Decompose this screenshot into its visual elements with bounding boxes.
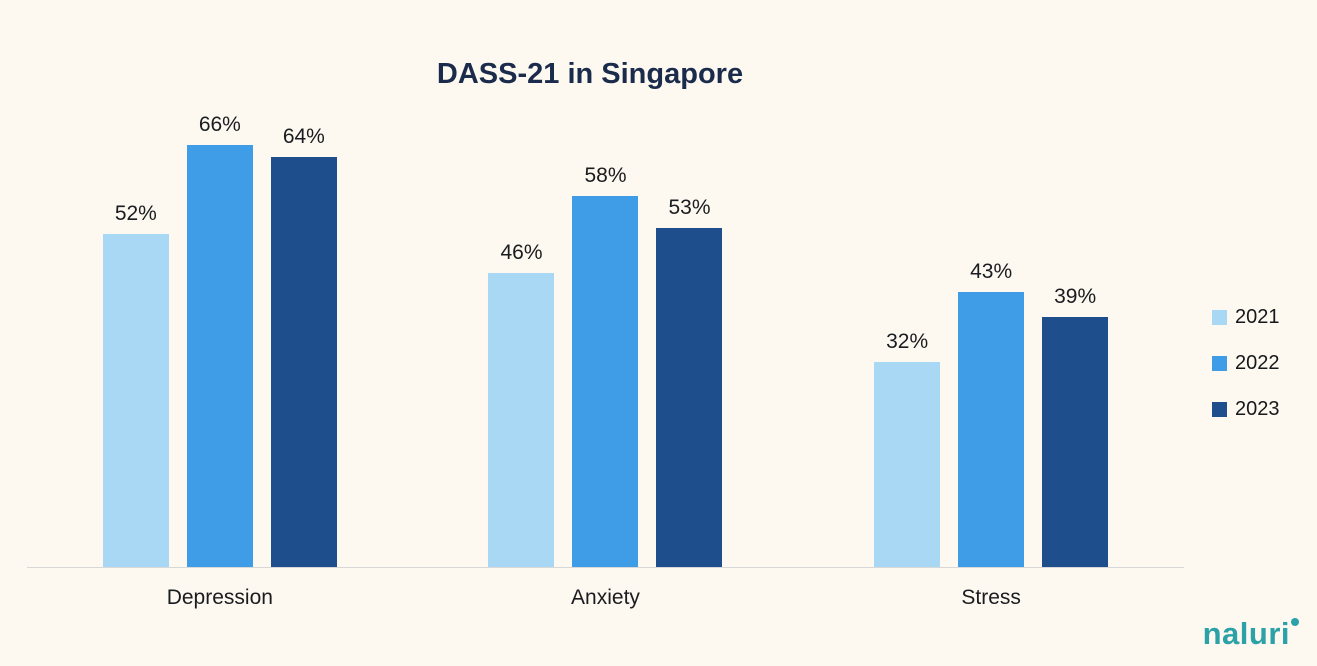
chart-title: DASS-21 in Singapore bbox=[436, 58, 744, 90]
category-label-anxiety: Anxiety bbox=[571, 586, 640, 609]
bar-group-stress: 32% 43% 39% bbox=[874, 260, 1109, 567]
bar-value-label: 53% bbox=[668, 196, 711, 219]
bar-value-label: 66% bbox=[198, 113, 241, 136]
legend-item-2022: 2022 bbox=[1212, 352, 1280, 375]
bar-anxiety-2023: 53% bbox=[656, 196, 723, 567]
bar-value-label: 32% bbox=[886, 330, 929, 353]
bar-rect bbox=[656, 228, 723, 567]
bar-rect bbox=[270, 157, 337, 567]
bar-stress-2022: 43% bbox=[958, 260, 1025, 567]
bar-value-label: 46% bbox=[500, 241, 543, 264]
bar-rect bbox=[874, 362, 941, 567]
bar-anxiety-2022: 58% bbox=[572, 164, 639, 567]
bar-depression-2021: 52% bbox=[102, 202, 169, 567]
bar-rect bbox=[488, 273, 555, 567]
bar-rect bbox=[572, 196, 639, 567]
legend-swatch-2023 bbox=[1212, 402, 1227, 417]
bar-stress-2023: 39% bbox=[1042, 285, 1109, 567]
bar-rect bbox=[102, 234, 169, 567]
legend-swatch-2021 bbox=[1212, 310, 1227, 325]
bar-depression-2022: 66% bbox=[186, 113, 253, 567]
bar-rect bbox=[186, 145, 253, 567]
bar-value-label: 58% bbox=[584, 164, 627, 187]
bar-rect bbox=[1042, 317, 1109, 567]
category-label-depression: Depression bbox=[166, 586, 273, 609]
logo-text: naluri bbox=[1202, 616, 1290, 651]
bar-rect bbox=[958, 292, 1025, 567]
category-axis: Depression Anxiety Stress bbox=[27, 586, 1184, 610]
naluri-logo: naluri bbox=[1203, 616, 1299, 652]
bar-anxiety-2021: 46% bbox=[488, 241, 555, 567]
bar-group-depression: 52% 66% 64% bbox=[102, 113, 337, 567]
bar-value-label: 39% bbox=[1054, 285, 1097, 308]
bar-value-label: 64% bbox=[282, 125, 325, 148]
bar-stress-2021: 32% bbox=[874, 330, 941, 567]
legend-label-2021: 2021 bbox=[1235, 306, 1280, 328]
bar-depression-2023: 64% bbox=[270, 125, 337, 567]
bar-value-label: 43% bbox=[970, 260, 1013, 283]
legend-label-2023: 2023 bbox=[1235, 398, 1280, 420]
legend-item-2021: 2021 bbox=[1212, 306, 1280, 329]
legend-item-2023: 2023 bbox=[1212, 398, 1280, 421]
bar-value-label: 52% bbox=[114, 202, 157, 225]
legend: 2021 2022 2023 bbox=[1212, 306, 1280, 421]
legend-label-2022: 2022 bbox=[1235, 352, 1280, 374]
category-label-stress: Stress bbox=[961, 586, 1021, 609]
bar-group-anxiety: 46% 58% 53% bbox=[488, 164, 723, 567]
legend-swatch-2022 bbox=[1212, 356, 1227, 371]
plot-area: 52% 66% 64% 46% 58% 53% 32% 43% 39% bbox=[27, 113, 1184, 568]
logo-dot bbox=[1291, 618, 1299, 626]
